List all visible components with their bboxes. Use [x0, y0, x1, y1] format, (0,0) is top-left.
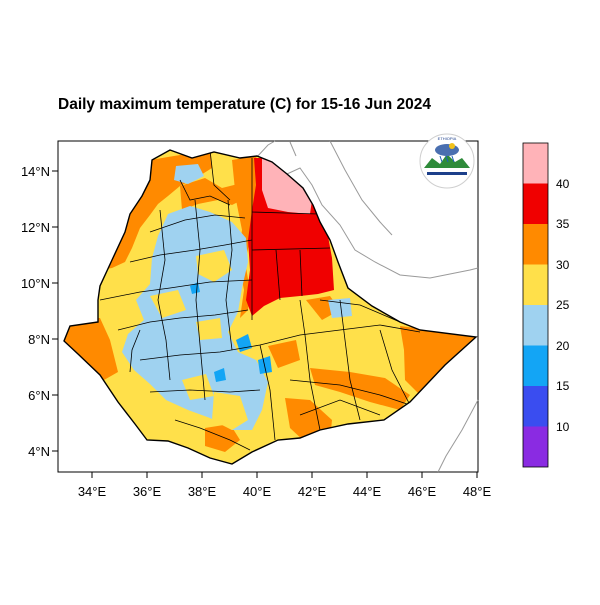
zone-30-35-southwest: [205, 424, 240, 452]
ethiopia-outline: [63, 149, 478, 465]
y-axis: 14°N 12°N 10°N 8°N 6°N 4°N: [21, 164, 58, 459]
y-tick-6: 6°N: [28, 388, 50, 403]
zone-25-30-island-3: [196, 318, 222, 340]
colorbar-label-30: 30: [556, 258, 570, 272]
zone-40-plus-danakil: [262, 158, 312, 214]
x-tick-46: 46°E: [408, 484, 437, 499]
zone-15-20-patch-3: [258, 356, 272, 374]
x-tick-48: 48°E: [463, 484, 492, 499]
x-tick-42: 42°E: [298, 484, 327, 499]
map-title: Daily maximum temperature (C) for 15-16 …: [58, 96, 431, 113]
zone-20-25-north-highlands: [174, 164, 204, 184]
x-tick-44: 44°E: [353, 484, 382, 499]
colorbar-swatch-0: [523, 143, 548, 184]
zone-25-30-island-4: [182, 374, 214, 400]
colorbar-swatch-3: [523, 264, 548, 305]
colorbar-label-25: 25: [556, 298, 570, 312]
zone-30-35-central-patch: [268, 340, 300, 368]
colorbar-label-20: 20: [556, 339, 570, 353]
neighbour-borders: [255, 140, 479, 473]
zone-30-35-north-band: [180, 178, 246, 210]
colorbar-label-40: 40: [556, 177, 570, 191]
zone-25-30-south-valley: [212, 392, 248, 430]
colorbar-swatch-7: [523, 426, 548, 467]
y-tick-14: 14°N: [21, 164, 50, 179]
x-tick-36: 36°E: [133, 484, 162, 499]
x-tick-40: 40°E: [243, 484, 272, 499]
admin-boundaries: [99, 150, 421, 451]
zone-15-20-patch-2: [214, 368, 226, 382]
emi-logo: ETHIOPIA: [419, 133, 475, 189]
y-tick-4: 4°N: [28, 444, 50, 459]
zone-25-30-island-2: [150, 290, 186, 318]
colorbar-swatch-6: [523, 386, 548, 427]
colorbar-label-35: 35: [556, 217, 570, 231]
zone-25-30-island-1: [196, 250, 232, 282]
x-axis: 34°E 36°E 38°E 40°E 42°E 44°E 46°E 48°E: [78, 472, 492, 499]
colorbar-swatch-1: [523, 183, 548, 224]
colorbar-swatch-4: [523, 305, 548, 346]
x-tick-38: 38°E: [188, 484, 217, 499]
colorbar-label-15: 15: [556, 379, 570, 393]
colorbar-swatch-2: [523, 224, 548, 265]
y-tick-12: 12°N: [21, 220, 50, 235]
svg-text:ETHIOPIA: ETHIOPIA: [438, 136, 457, 141]
colorbar: 40 35 30 25 20 15 10: [522, 142, 570, 468]
colorbar-swatch-5: [523, 345, 548, 386]
colorbar-label-10: 10: [556, 420, 570, 434]
y-tick-10: 10°N: [21, 276, 50, 291]
x-tick-34: 34°E: [78, 484, 107, 499]
zone-20-25-highlands: [122, 206, 268, 430]
zone-30-35-south-band: [310, 368, 410, 410]
y-tick-8: 8°N: [28, 332, 50, 347]
zone-30-35-west: [64, 318, 118, 380]
zone-30-35-southeast: [400, 326, 476, 395]
